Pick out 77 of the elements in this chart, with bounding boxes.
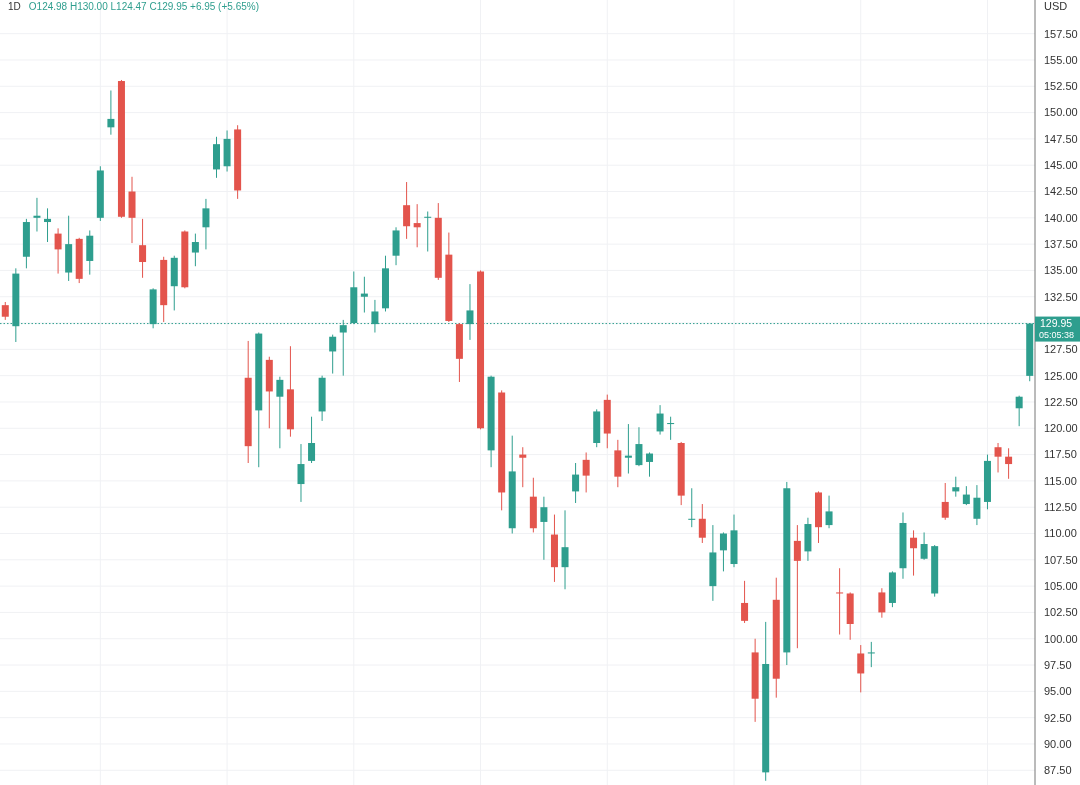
candlestick (867, 641, 875, 668)
y-tick-label: 112.50 (1044, 501, 1077, 514)
candlestick (107, 90, 115, 136)
candlestick (825, 495, 833, 529)
y-tick-label: 90.00 (1044, 737, 1072, 750)
candlestick (297, 443, 305, 503)
y-axis-title: USD (1044, 0, 1068, 12)
candlestick (994, 442, 1002, 473)
chart-subtitle: O124.98 H130.00 L124.47 C129.95 +6.95 (+5.65%) (28, 1, 259, 12)
candlestick (836, 567, 844, 636)
candlestick (403, 181, 411, 240)
candlestick (624, 423, 632, 475)
candlestick (635, 426, 643, 467)
y-tick-label: 137.50 (1044, 237, 1078, 250)
ref-line-label: 129.95 (1040, 317, 1073, 330)
candlestick (952, 476, 960, 498)
candlestick (667, 416, 675, 441)
y-tick-label: 120.00 (1044, 422, 1078, 435)
candlestick (793, 524, 801, 649)
candlestick (741, 580, 749, 624)
y-tick-label: 150.00 (1044, 106, 1078, 119)
candlestick (202, 198, 210, 250)
candlestick (1005, 447, 1013, 480)
candlestick (572, 462, 580, 504)
candlestick (139, 218, 147, 279)
y-tick-label: 97.50 (1044, 658, 1072, 671)
candlestick (646, 451, 654, 478)
candlestick (656, 404, 664, 436)
y-tick-label: 135.00 (1044, 264, 1078, 277)
y-tick-label: 100.00 (1044, 632, 1078, 645)
candlestick (540, 496, 548, 561)
candlestick (424, 211, 432, 252)
candlestick (910, 529, 918, 577)
candlestick (519, 446, 527, 488)
candlestick (941, 482, 949, 521)
candlestick (688, 487, 696, 528)
y-tick-label: 122.50 (1044, 395, 1078, 408)
y-tick-label: 125.00 (1044, 369, 1078, 382)
y-tick-label: 102.50 (1044, 606, 1078, 619)
y-tick-label: 142.50 (1044, 185, 1078, 198)
candlestick (698, 503, 706, 544)
candlestick (308, 416, 316, 464)
candlestick (561, 509, 569, 590)
y-tick-label: 92.50 (1044, 711, 1072, 724)
y-tick-label: 132.50 (1044, 290, 1078, 303)
candlestick (44, 207, 52, 243)
candlestick (920, 531, 928, 561)
candlestick (329, 334, 337, 375)
y-tick-label: 95.00 (1044, 685, 1072, 698)
y-tick-label: 115.00 (1044, 474, 1077, 487)
y-tick-label: 145.00 (1044, 159, 1078, 172)
candlestick (413, 203, 421, 248)
text: 05:05:38 (1039, 329, 1075, 340)
y-tick-label: 117.50 (1044, 448, 1077, 461)
y-tick-label: 110.00 (1044, 527, 1077, 540)
chart-title: 1D (8, 1, 21, 12)
candlestick (1015, 395, 1023, 427)
y-tick-label: 105.00 (1044, 579, 1078, 592)
candlestick (878, 587, 886, 619)
y-tick-label: 87.50 (1044, 764, 1072, 777)
y-tick-label: 155.00 (1044, 53, 1078, 66)
candlestick (33, 197, 41, 232)
y-tick-label: 140.00 (1044, 211, 1078, 224)
y-tick-label: 157.50 (1044, 27, 1078, 40)
candlestick (719, 531, 727, 572)
candlestick (582, 451, 590, 493)
candlestick (857, 644, 865, 693)
candlestick (191, 233, 199, 267)
y-tick-label: 127.50 (1044, 343, 1078, 356)
candlestick (360, 276, 368, 314)
candlestick (962, 485, 970, 506)
y-tick-label: 152.50 (1044, 80, 1078, 93)
candlestick (276, 376, 284, 449)
candlestick (54, 227, 62, 275)
y-tick-label: 107.50 (1044, 553, 1078, 566)
y-tick-label: 147.50 (1044, 132, 1078, 145)
candlestick (973, 484, 981, 526)
